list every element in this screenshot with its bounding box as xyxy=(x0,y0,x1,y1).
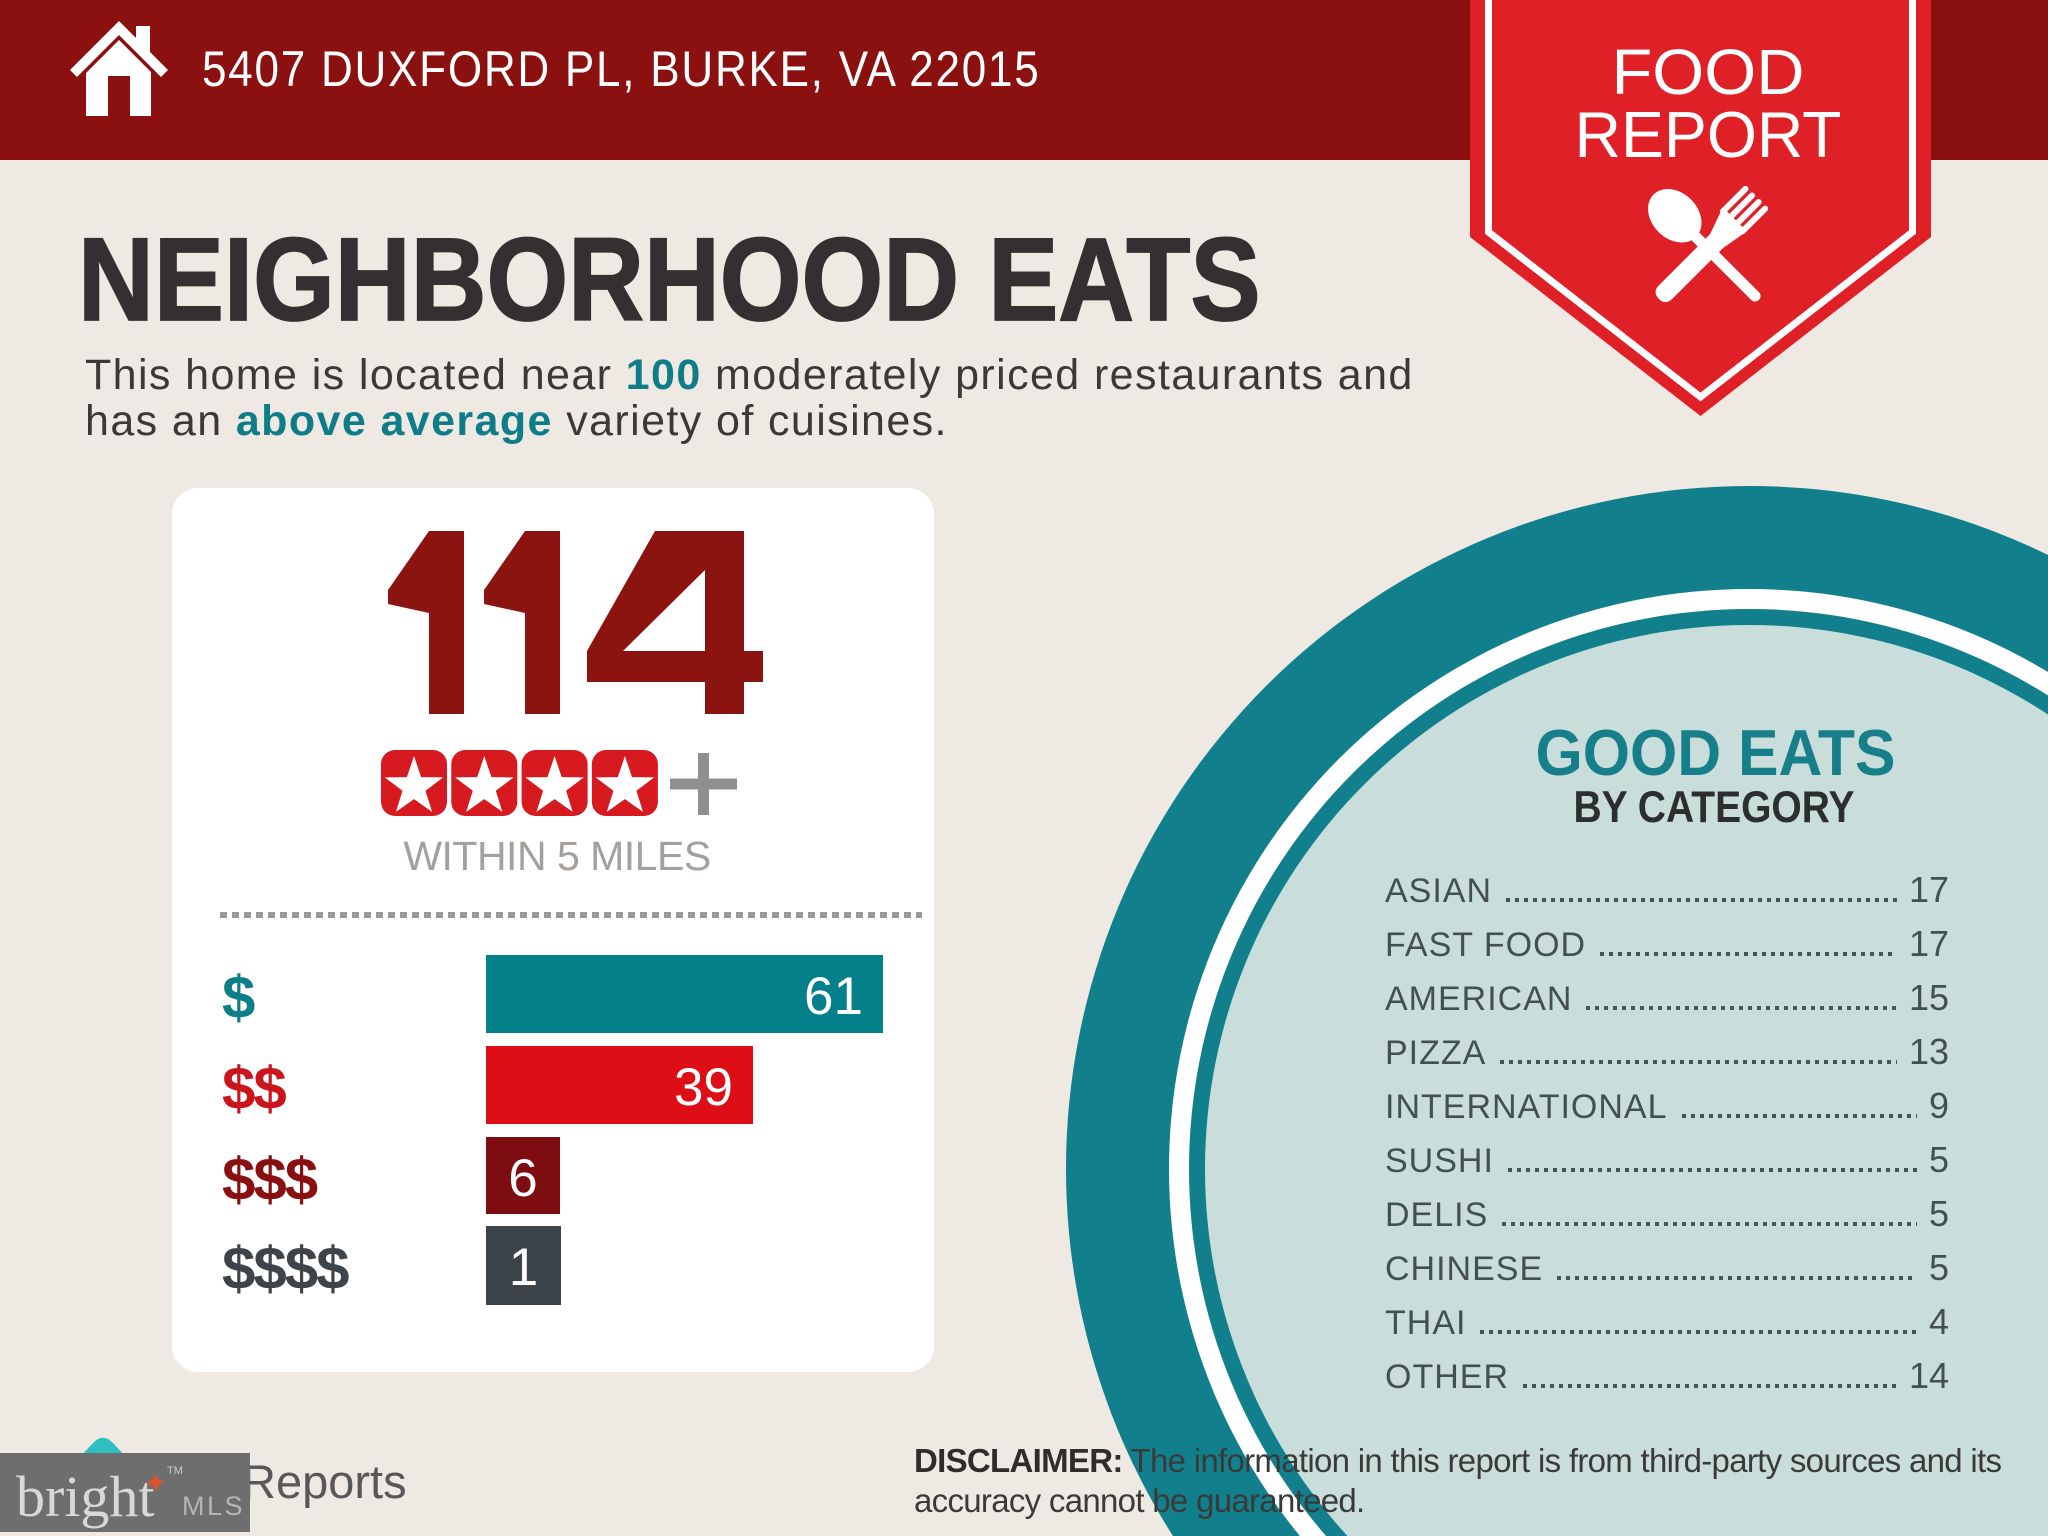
svg-text:GOOD EATS: GOOD EATS xyxy=(1536,717,1896,789)
svg-text:BY CATEGORY: BY CATEGORY xyxy=(1574,783,1855,832)
svg-text:REPORT: REPORT xyxy=(1575,98,1842,171)
svg-text:FOOD: FOOD xyxy=(1612,36,1805,108)
